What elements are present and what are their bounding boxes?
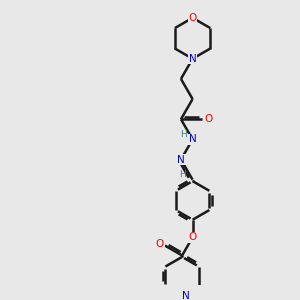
Text: O: O	[204, 114, 213, 124]
Text: N: N	[177, 154, 185, 164]
Text: O: O	[156, 239, 164, 249]
Text: O: O	[188, 13, 197, 23]
Text: H: H	[180, 130, 187, 139]
Text: H: H	[179, 170, 186, 179]
Text: N: N	[182, 290, 189, 300]
Text: N: N	[189, 54, 196, 64]
Text: O: O	[188, 232, 197, 242]
Text: N: N	[189, 134, 196, 144]
